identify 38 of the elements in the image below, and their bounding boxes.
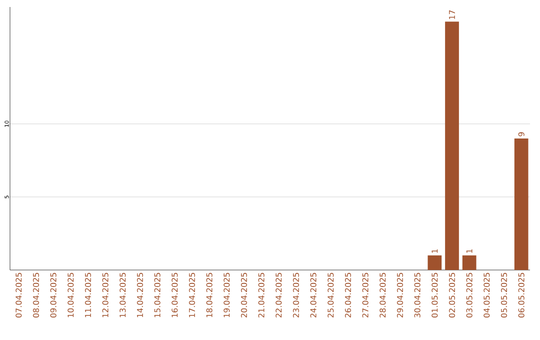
- x-tick-label: 21.04.2025: [258, 272, 264, 318]
- x-tick-label: 09.04.2025: [50, 272, 56, 318]
- data-label: 1: [432, 249, 438, 253]
- x-tick-label: 18.04.2025: [206, 272, 212, 318]
- x-tick-label: 01.05.2025: [432, 272, 438, 318]
- x-tick-label: 29.04.2025: [396, 272, 404, 318]
- x-tick-label: 19.04.2025: [224, 272, 230, 318]
- bar: [428, 255, 442, 270]
- bar: [445, 22, 459, 270]
- x-tick-label: 08.04.2025: [32, 272, 40, 318]
- x-tick-label: 20.04.2025: [240, 272, 248, 318]
- x-tick-label: 03.05.2025: [466, 272, 472, 318]
- x-tick-label: 12.04.2025: [102, 272, 108, 318]
- x-tick-label: 04.05.2025: [484, 272, 490, 318]
- x-tick-label: 02.05.2025: [448, 272, 456, 318]
- x-tick-label: 30.04.2025: [414, 272, 420, 318]
- x-tick-label: 25.04.2025: [328, 272, 334, 318]
- x-tick-label: 22.04.2025: [276, 272, 282, 318]
- x-tick-label: 05.05.2025: [500, 272, 508, 318]
- bar: [514, 138, 528, 270]
- x-tick-label: 14.04.2025: [136, 272, 144, 318]
- x-tick-label: 23.04.2025: [292, 272, 300, 318]
- x-tick-label: 24.04.2025: [310, 272, 316, 318]
- data-label: 1: [466, 249, 472, 253]
- x-tick-label: 10.04.2025: [68, 272, 74, 318]
- x-tick-label: 27.04.2025: [362, 272, 368, 318]
- x-tick-label: 07.04.2025: [16, 272, 22, 318]
- x-tick-label: 26.04.2025: [344, 272, 352, 318]
- x-tick-label: 06.05.2025: [518, 272, 524, 318]
- data-label: 17: [449, 10, 455, 20]
- x-tick-label: 16.04.2025: [172, 272, 178, 318]
- x-tick-label: 15.04.2025: [154, 272, 160, 318]
- x-tick-label: 11.04.2025: [84, 272, 92, 318]
- data-label: 9: [518, 132, 524, 136]
- x-tick-label: 17.04.2025: [188, 272, 196, 318]
- x-tick-label: 13.04.2025: [120, 272, 126, 318]
- x-tick-label: 28.04.2025: [380, 272, 386, 318]
- bar: [462, 255, 476, 270]
